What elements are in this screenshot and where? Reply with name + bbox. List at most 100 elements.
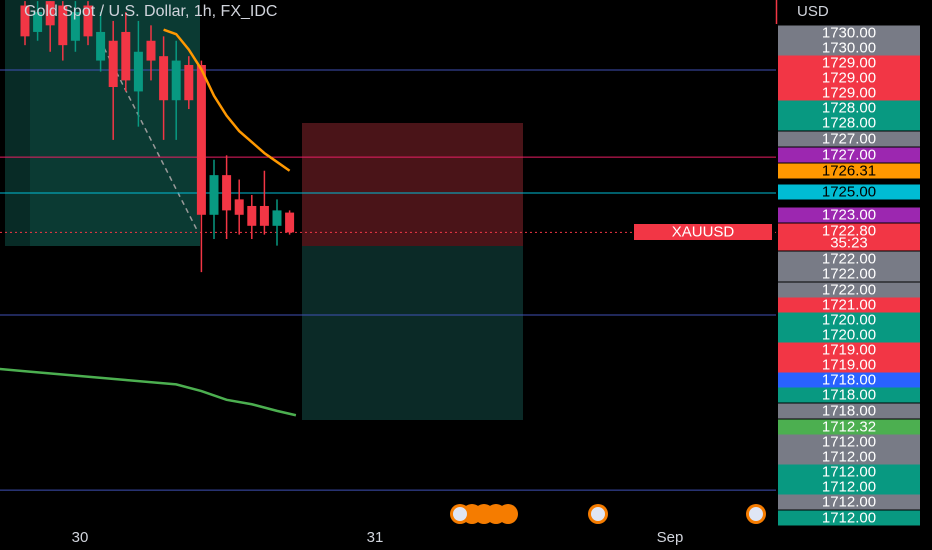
price-tag-label: 1718.00	[822, 371, 876, 388]
price-tag	[778, 434, 920, 450]
stop-zone	[302, 123, 523, 246]
candle-body	[108, 40, 118, 88]
event-icons	[450, 504, 766, 524]
price-tag-label: 1719.00	[822, 341, 876, 358]
price-tag-label: 1729.00	[822, 84, 876, 101]
price-tag-label: 1725.00	[822, 183, 876, 200]
price-tag	[778, 184, 920, 200]
price-tag	[778, 40, 920, 56]
price-tags: 1730.001730.001729.001729.001729.001728.…	[778, 24, 920, 526]
candle-body	[272, 210, 282, 226]
price-tag	[778, 235, 920, 251]
price-tag	[778, 403, 920, 419]
price-tag-label: 1720.00	[822, 311, 876, 328]
price-tag	[778, 464, 920, 480]
price-tag-label: 1729.00	[822, 54, 876, 71]
indicator-line	[163, 28, 291, 172]
price-tag	[778, 327, 920, 343]
candle-body	[259, 205, 269, 226]
x-axis-label: Sep	[657, 529, 684, 546]
price-tag-label: 1723.00	[822, 206, 876, 223]
price-tag-label: 1726.31	[822, 162, 876, 179]
price-tag	[778, 387, 920, 403]
candle-body	[184, 64, 194, 101]
event-icon	[453, 507, 467, 521]
price-tag	[778, 510, 920, 526]
candle-body	[159, 56, 169, 101]
price-tag-label: 1722.00	[822, 265, 876, 282]
target-zone	[302, 246, 523, 420]
indicator-line	[0, 367, 297, 417]
candle-body	[196, 64, 206, 215]
price-tag-label: 1712.00	[822, 478, 876, 495]
candle-body	[20, 5, 30, 37]
price-tag	[778, 70, 920, 86]
x-axis-label: 30	[72, 529, 89, 546]
price-tag-label: 1712.00	[822, 448, 876, 465]
price-tag-label: 1718.00	[822, 386, 876, 403]
range-shade	[30, 0, 200, 246]
price-tag	[778, 207, 920, 223]
price-tag	[778, 357, 920, 373]
candle-body	[209, 175, 219, 215]
price-tag-label: 1722.80	[822, 222, 876, 239]
price-tag-label: 1729.00	[822, 69, 876, 86]
candle-body	[146, 40, 156, 61]
price-tag-label: 1728.00	[822, 114, 876, 131]
candle-body	[45, 1, 55, 26]
price-tag	[778, 85, 920, 101]
price-tag-label: 35:23	[830, 234, 868, 251]
candle-body	[83, 5, 93, 37]
price-tag	[778, 312, 920, 328]
candle-body	[247, 205, 257, 226]
candle-body	[222, 175, 232, 211]
price-tag	[778, 55, 920, 71]
price-tag-label: 1722.00	[822, 250, 876, 267]
price-tag	[778, 342, 920, 358]
price-tag-label: 1712.00	[822, 509, 876, 526]
event-icon	[591, 507, 605, 521]
price-tag-label: 1722.00	[822, 281, 876, 298]
price-tag-label: 1730.00	[822, 39, 876, 56]
price-tag	[778, 266, 920, 282]
price-tag	[778, 372, 920, 388]
price-tag-label: 1712.00	[822, 493, 876, 510]
price-tag	[778, 223, 920, 239]
currency-label: USD	[797, 3, 829, 20]
event-icon	[749, 507, 763, 521]
price-tag-label: 1712.00	[822, 463, 876, 480]
price-tag	[778, 115, 920, 131]
price-tag-label: 1727.00	[822, 146, 876, 163]
event-icon	[498, 504, 518, 524]
candle-body	[285, 212, 295, 233]
price-tag-label: 1730.00	[822, 24, 876, 41]
candle-body	[58, 5, 68, 46]
candle-body	[171, 60, 181, 101]
candle-body	[133, 51, 143, 92]
candle-body	[70, 12, 80, 41]
price-tag-label: 1712.32	[822, 418, 876, 435]
price-tag-label: 1727.00	[822, 130, 876, 147]
x-axis-label: 31	[367, 529, 384, 546]
price-tag	[778, 297, 920, 313]
candle-body	[33, 12, 43, 32]
candle-body	[234, 199, 244, 215]
price-tag-label: 1712.00	[822, 433, 876, 450]
price-tag	[778, 449, 920, 465]
price-tag-label: 1719.00	[822, 356, 876, 373]
price-tag-label: 1721.00	[822, 296, 876, 313]
price-tag	[778, 251, 920, 267]
candle-body	[96, 31, 106, 61]
price-tag	[778, 147, 920, 163]
price-tag	[778, 163, 920, 179]
price-tag	[778, 479, 920, 495]
price-tag	[778, 100, 920, 116]
price-tag-label: 1718.00	[822, 402, 876, 419]
price-tag	[778, 131, 920, 147]
symbol-label: XAUUSD	[672, 223, 735, 240]
chart-title: Gold Spot / U.S. Dollar, 1h, FX_IDC	[24, 3, 277, 20]
price-tag	[778, 25, 920, 41]
symbol-tag	[634, 224, 772, 240]
price-tag	[778, 282, 920, 298]
